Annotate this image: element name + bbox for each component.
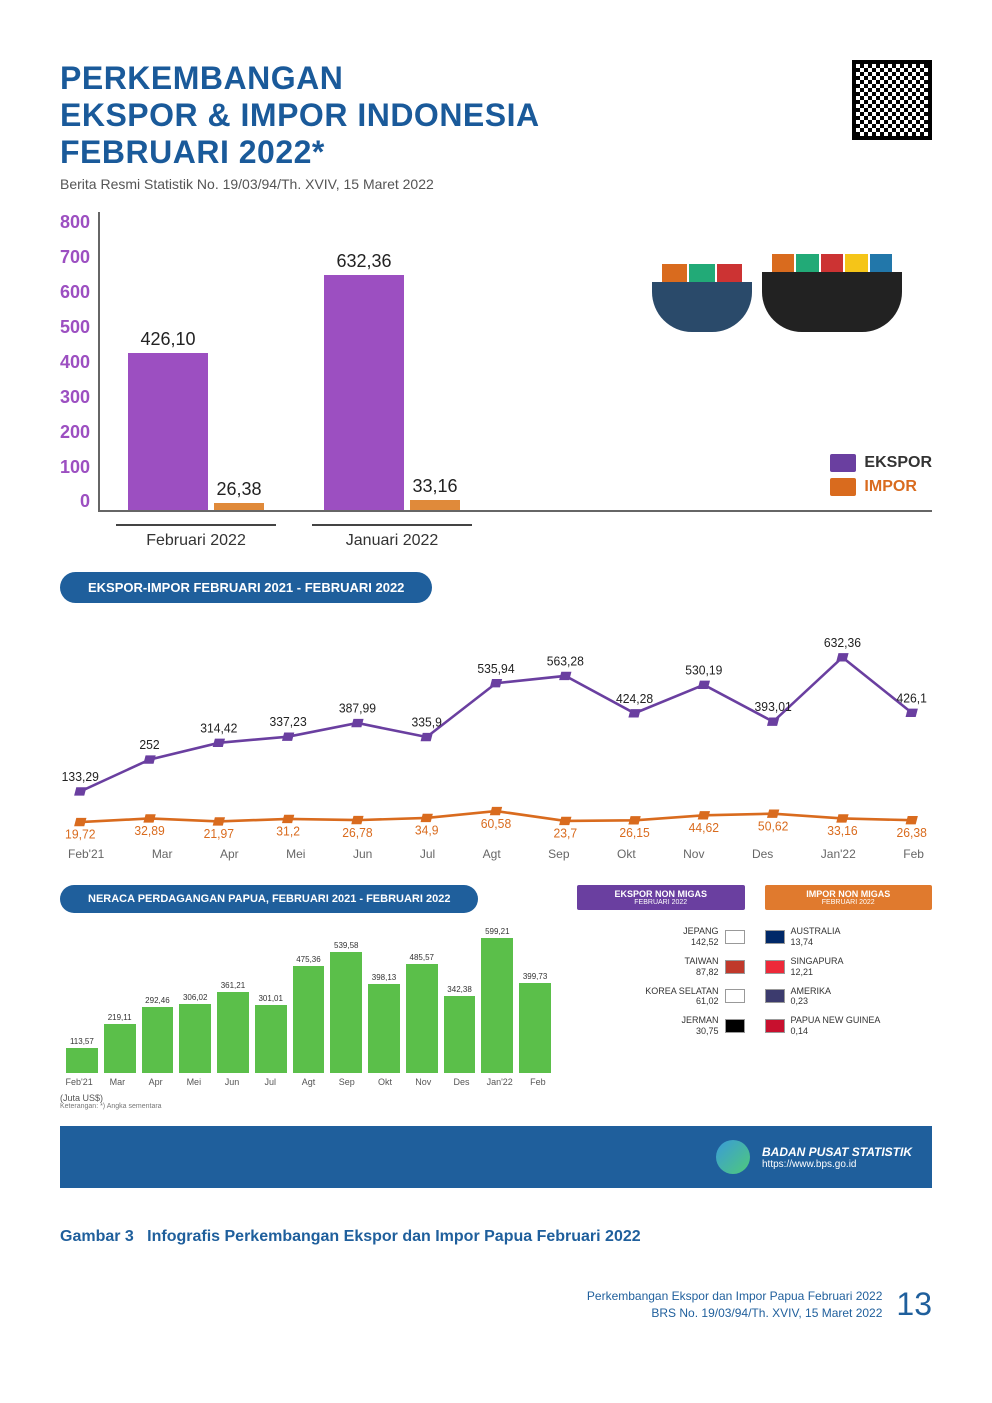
svg-text:26,15: 26,15	[619, 826, 650, 840]
flag-icon	[765, 960, 785, 974]
footer-line2: BRS No. 19/03/94/Th. XVIV, 15 Maret 2022	[587, 1305, 883, 1322]
svg-text:33,16: 33,16	[827, 824, 858, 838]
svg-text:530,19: 530,19	[685, 664, 722, 678]
svg-text:23,7: 23,7	[553, 827, 577, 841]
legend-ekspor-icon	[830, 454, 856, 472]
svg-text:60,58: 60,58	[481, 817, 512, 831]
trade-row: KOREA SELATAN61,02	[577, 986, 745, 1008]
trade-ekspor-head: EKSPOR NON MIGASFEBRUARI 2022	[577, 885, 745, 910]
subtitle: Berita Resmi Statistik No. 19/03/94/Th. …	[60, 176, 852, 192]
green-unit: (Juta US$)	[60, 1093, 557, 1103]
legend-ekspor-label: EKSPOR	[864, 454, 932, 472]
green-note: Keterangan: *) Angka sementara	[60, 1103, 557, 1110]
title-line2: EKSPOR & IMPOR INDONESIA	[60, 97, 852, 134]
bar-chart: 8007006005004003002001000 426,1026,38Feb…	[60, 212, 932, 512]
trade-row: AMERIKA0,23	[765, 986, 933, 1008]
bps-url: https://www.bps.go.id	[762, 1159, 912, 1170]
svg-text:19,72: 19,72	[65, 828, 96, 842]
svg-text:34,9: 34,9	[415, 824, 439, 838]
flag-icon	[725, 930, 745, 944]
ship-icon	[652, 272, 902, 332]
bar-yaxis: 8007006005004003002001000	[60, 212, 98, 512]
trade-row: JEPANG142,52	[577, 926, 745, 948]
line-xlabels: Feb'21MarAprMeiJunJulAgtSepOktNovDesJan'…	[60, 847, 932, 861]
header: PERKEMBANGAN EKSPOR & IMPOR INDONESIA FE…	[60, 60, 932, 192]
svg-text:387,99: 387,99	[339, 702, 376, 716]
figure-caption: Gambar 3 Infografis Perkembangan Ekspor …	[60, 1228, 932, 1246]
flag-icon	[765, 1019, 785, 1033]
green-bar-chart: 113,57219,11292,46306,02361,21301,01475,…	[60, 923, 557, 1073]
svg-text:32,89: 32,89	[134, 824, 165, 838]
line-section-title: EKSPOR-IMPOR FEBRUARI 2021 - FEBRUARI 20…	[60, 572, 432, 603]
flag-icon	[725, 960, 745, 974]
svg-text:335,9: 335,9	[412, 716, 443, 730]
trade-partners: EKSPOR NON MIGASFEBRUARI 2022 IMPOR NON …	[577, 885, 932, 1044]
bps-logo-icon	[716, 1140, 750, 1174]
svg-text:393,01: 393,01	[755, 700, 792, 714]
legend-impor-label: IMPOR	[864, 478, 916, 496]
flag-icon	[725, 1019, 745, 1033]
green-xlabels: Feb'21MarAprMeiJunJulAgtSepOktNovDesJan'…	[60, 1077, 557, 1087]
trade-row: PAPUA NEW GUINEA0,14	[765, 1015, 933, 1037]
flag-icon	[725, 989, 745, 1003]
bar-group: 632,3633,16Januari 2022	[324, 212, 460, 512]
svg-text:133,29: 133,29	[62, 770, 99, 784]
qr-code-icon	[852, 60, 932, 140]
svg-text:31,2: 31,2	[276, 825, 300, 839]
bps-name: BADAN PUSAT STATISTIK	[762, 1145, 912, 1159]
line-chart: 133,29 252 314,42 337,23 387,99 335,9 535,94 56…	[60, 613, 932, 843]
title-line3: FEBRUARI 2022*	[60, 134, 852, 171]
bar-legend: EKSPOR IMPOR	[830, 448, 932, 502]
flag-icon	[765, 930, 785, 944]
trade-row: SINGAPURA12,21	[765, 956, 933, 978]
svg-text:21,97: 21,97	[204, 827, 235, 841]
svg-text:424,28: 424,28	[616, 692, 653, 706]
bar-group: 426,1026,38Februari 2022	[128, 212, 264, 512]
footer-band: BADAN PUSAT STATISTIK https://www.bps.go…	[60, 1126, 932, 1188]
trade-row: TAIWAN87,82	[577, 956, 745, 978]
svg-text:50,62: 50,62	[758, 820, 789, 834]
bar-plot: 426,1026,38Februari 2022 632,3633,16Janua…	[98, 212, 932, 512]
trade-impor-head: IMPOR NON MIGASFEBRUARI 2022	[765, 885, 933, 910]
svg-text:632,36: 632,36	[824, 636, 861, 650]
footer-line1: Perkembangan Ekspor dan Impor Papua Febr…	[587, 1288, 883, 1305]
trade-row: JERMAN30,75	[577, 1015, 745, 1037]
svg-text:426,1: 426,1	[897, 692, 928, 706]
page-footer: Perkembangan Ekspor dan Impor Papua Febr…	[60, 1286, 932, 1323]
legend-impor-icon	[830, 478, 856, 496]
svg-text:26,38: 26,38	[897, 826, 928, 840]
trade-row: AUSTRALIA13,74	[765, 926, 933, 948]
svg-text:44,62: 44,62	[689, 821, 720, 835]
title-line1: PERKEMBANGAN	[60, 60, 852, 97]
svg-text:252: 252	[139, 738, 159, 752]
green-section-title: NERACA PERDAGANGAN PAPUA, FEBRUARI 2021 …	[60, 885, 478, 913]
svg-text:26,78: 26,78	[342, 826, 373, 840]
page-number: 13	[896, 1286, 932, 1323]
flag-icon	[765, 989, 785, 1003]
svg-text:535,94: 535,94	[477, 662, 514, 676]
svg-text:314,42: 314,42	[200, 722, 237, 736]
svg-text:563,28: 563,28	[547, 655, 584, 669]
svg-text:337,23: 337,23	[270, 715, 307, 729]
